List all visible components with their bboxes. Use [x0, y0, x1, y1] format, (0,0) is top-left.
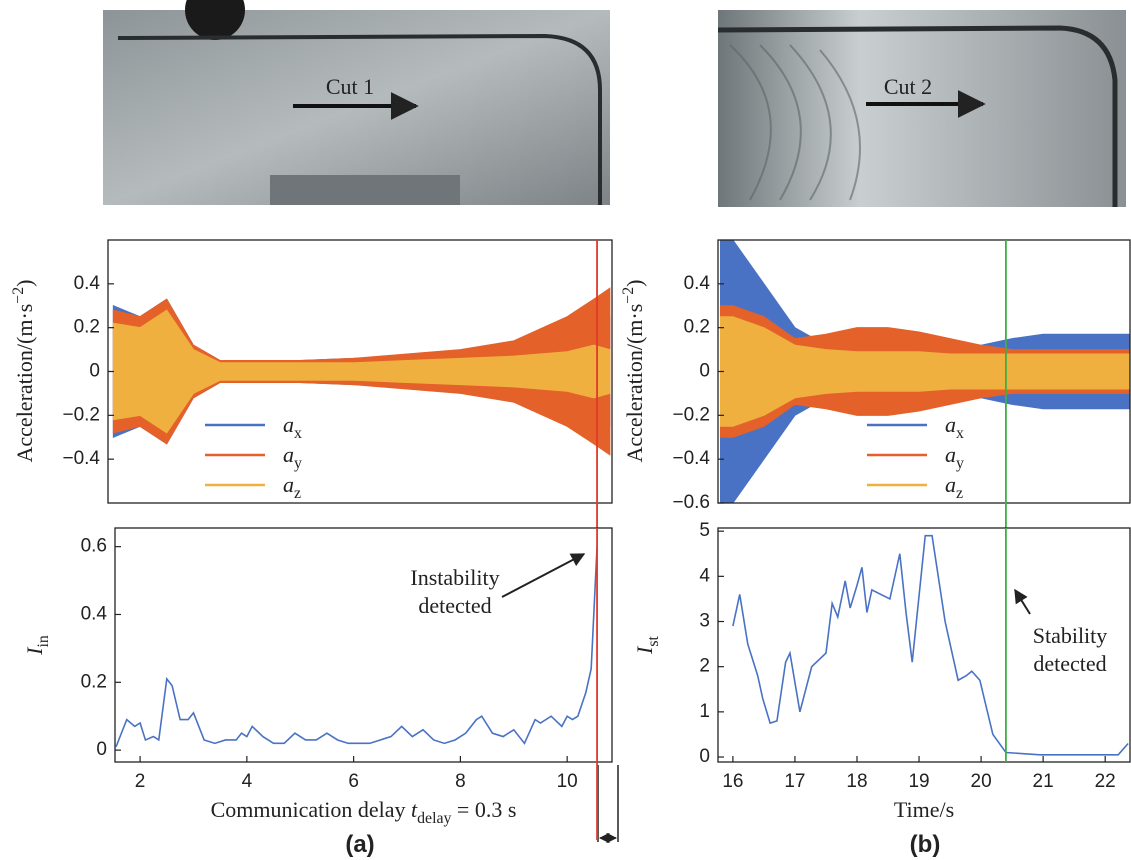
x-axis-label-part: Communication delay: [211, 797, 411, 822]
x-tick-label: 16: [722, 771, 743, 792]
y-axis-label-part: I: [632, 645, 657, 655]
x-tick-label: 2: [135, 771, 146, 792]
x-tick-label: 10: [557, 771, 578, 792]
y-tick-label: 0: [699, 361, 710, 382]
y-tick-label: 0.4: [684, 273, 711, 294]
y-tick-label: 0.6: [81, 536, 107, 557]
x-tick-label: 18: [846, 771, 867, 792]
x-axis-label: Communication delay tdelay = 0.3 s: [211, 797, 517, 827]
legend-label-part: x: [294, 425, 302, 442]
plot-frame: [114, 527, 613, 763]
y-tick-label: 0.4: [81, 603, 108, 624]
photo-label: Cut 2: [884, 74, 932, 99]
legend-label-part: x: [956, 425, 964, 442]
annotation: Stability: [1033, 623, 1108, 648]
x-axis-label-part: = 0.3 s: [451, 797, 516, 822]
photo-cut-1: Cut 1: [103, 0, 610, 205]
y-axis-label: Acceleration/(m·s−2): [10, 280, 37, 463]
x-tick-label: 4: [242, 771, 253, 792]
annotation: detected: [1033, 651, 1106, 676]
x-tick-label: 21: [1033, 771, 1054, 792]
plot-area: [115, 546, 598, 748]
y-axis-label-part: in: [35, 635, 52, 647]
legend-label-part: a: [945, 472, 956, 497]
x-tick-label: 22: [1095, 771, 1116, 792]
legend-label-part: a: [283, 442, 294, 467]
y-tick-label: −0.2: [672, 404, 710, 425]
y-tick-label: 1: [699, 701, 710, 722]
y-tick-label: 0: [96, 739, 107, 760]
annotation-arrow: [501, 553, 586, 598]
legend-label-part: a: [283, 472, 294, 497]
y-axis-label: Acceleration/(m·s−2): [620, 280, 647, 463]
annotation: Instability: [410, 565, 499, 590]
y-tick-label: −0.4: [672, 448, 710, 469]
index-line: [115, 546, 598, 748]
x-tick-label: 20: [971, 771, 992, 792]
y-axis-label: Iin: [22, 635, 52, 656]
panel-label: (a): [345, 831, 374, 858]
y-tick-label: 5: [699, 520, 710, 541]
delay-bracket: [597, 765, 619, 844]
y-tick-label: 0.2: [74, 317, 100, 338]
y-axis-label-part: st: [645, 635, 662, 646]
y-tick-label: 0.2: [81, 671, 107, 692]
legend-label: az: [283, 472, 301, 502]
y-tick-label: 3: [699, 611, 710, 632]
y-tick-label: −0.2: [62, 404, 100, 425]
x-tick-label: 6: [348, 771, 359, 792]
y-axis-label-part: −2: [620, 287, 637, 304]
legend-label-part: z: [956, 485, 963, 502]
photo-label: Cut 1: [326, 74, 374, 99]
legend-label: ax: [945, 412, 964, 442]
legend-label: az: [945, 472, 963, 502]
y-tick-label: 0: [699, 746, 710, 767]
y-axis-label-part: Acceleration/(m·s: [622, 304, 647, 463]
photo-cut-2: Cut 2: [717, 10, 1126, 207]
plot-area: [732, 534, 1129, 756]
y-tick-label: 4: [699, 565, 710, 586]
y-axis-label-part: ): [12, 280, 37, 287]
legend-label: ay: [945, 442, 964, 472]
panel-label: (b): [910, 831, 941, 858]
y-tick-label: 2: [699, 656, 710, 677]
annotation-arrow: [1014, 588, 1031, 615]
x-axis-label-part: delay: [417, 810, 451, 827]
x-axis-label-part: t: [411, 797, 418, 822]
plot-area: [112, 287, 611, 456]
x-axis-label-part: Time/s: [894, 797, 954, 822]
legend-label-part: z: [294, 485, 301, 502]
y-tick-label: 0: [89, 361, 100, 382]
y-tick-label: −0.4: [62, 448, 100, 469]
x-tick-label: 8: [455, 771, 466, 792]
signal-envelope: [719, 316, 1130, 427]
plot-frame: [717, 239, 1131, 504]
y-axis-label-part: −2: [10, 287, 27, 304]
legend-label-part: a: [945, 412, 956, 437]
plot-area: [719, 240, 1130, 503]
annotation: detected: [418, 593, 491, 618]
y-tick-label: 0.2: [684, 317, 710, 338]
y-axis-label-part: ): [622, 280, 647, 287]
legend-label-part: y: [294, 455, 302, 472]
x-tick-label: 17: [784, 771, 805, 792]
legend-label-part: a: [945, 442, 956, 467]
x-tick-label: 19: [908, 771, 929, 792]
y-axis-label: Ist: [632, 635, 662, 654]
y-tick-label: 0.4: [74, 273, 101, 294]
x-axis-label: Time/s: [894, 797, 954, 822]
plot-frame: [107, 239, 613, 504]
legend-label-part: a: [283, 412, 294, 437]
signal-envelope: [112, 309, 611, 434]
y-axis-label-part: I: [22, 646, 47, 656]
index-line: [732, 534, 1129, 756]
legend-label: ax: [283, 412, 302, 442]
plot-frame: [717, 527, 1131, 763]
y-axis-label-part: Acceleration/(m·s: [12, 304, 37, 463]
y-tick-label: −0.6: [672, 492, 710, 513]
legend-label-part: y: [956, 455, 964, 472]
legend-label: ay: [283, 442, 302, 472]
